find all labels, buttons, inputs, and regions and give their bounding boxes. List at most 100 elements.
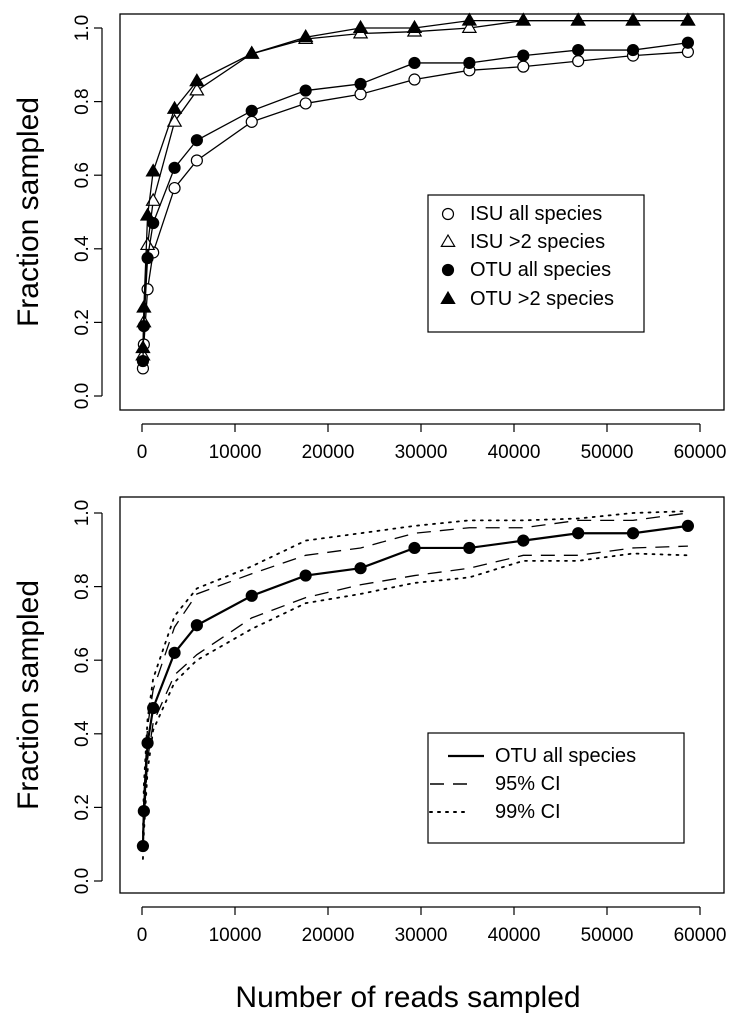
legend-label: OTU all species	[470, 259, 611, 281]
y-tick-label: 0.8	[72, 573, 93, 599]
data-point	[168, 181, 181, 195]
x-tick-label: 10000	[209, 925, 262, 946]
y-tick-label: 0.4	[72, 720, 93, 747]
data-point	[570, 12, 586, 26]
x-tick-label: 40000	[488, 925, 541, 946]
data-point	[517, 534, 530, 547]
y-tick-label: 0.4	[72, 235, 93, 262]
data-point	[297, 29, 314, 43]
legend-symbol	[440, 233, 456, 247]
data-point	[352, 19, 369, 33]
legend-label: 95% CI	[495, 773, 561, 795]
series-line	[142, 552, 689, 860]
data-point	[408, 56, 421, 70]
data-point	[136, 299, 152, 313]
x-tick-label: 20000	[302, 442, 355, 463]
data-point	[166, 100, 183, 114]
data-point	[517, 49, 530, 62]
data-point	[461, 19, 478, 33]
legend-symbol	[440, 290, 456, 304]
series-line	[142, 510, 689, 835]
data-point	[572, 43, 585, 57]
y-tick-label: 0.6	[72, 647, 93, 673]
data-point	[141, 251, 154, 265]
y-tick-label: 0.8	[72, 88, 93, 114]
x-tick-label: 60000	[674, 925, 727, 946]
data-point	[626, 43, 640, 57]
data-point	[354, 77, 367, 91]
data-point	[145, 163, 161, 177]
x-axis-label: Number of reads sampled	[235, 981, 580, 1013]
series-line	[142, 545, 688, 852]
x-tick-label: 30000	[395, 442, 448, 463]
y-tick-label: 1.0	[72, 500, 93, 526]
data-point	[461, 12, 478, 26]
data-point	[463, 56, 476, 70]
data-point	[515, 12, 531, 26]
legend-label: OTU >2 species	[470, 288, 614, 310]
legend-label: ISU all species	[470, 203, 602, 225]
data-point	[626, 527, 640, 540]
data-point	[190, 619, 203, 632]
legend-label: 99% CI	[495, 801, 561, 823]
data-point	[139, 207, 156, 221]
data-point	[136, 354, 150, 368]
y-tick-label: 0.6	[72, 162, 93, 188]
data-point	[141, 283, 154, 296]
data-point	[408, 73, 421, 86]
legend-label: OTU all species	[495, 745, 636, 767]
y-axis-label: Fraction sampled	[12, 97, 45, 327]
data-point	[245, 589, 258, 602]
data-point	[572, 55, 585, 68]
x-tick-label: 40000	[488, 442, 541, 463]
data-point	[168, 161, 181, 174]
data-point	[168, 646, 181, 659]
data-point	[299, 84, 312, 97]
x-tick-label: 60000	[674, 442, 727, 463]
data-point	[406, 19, 423, 33]
x-tick-label: 10000	[209, 442, 262, 463]
top-chart-panel: 0.0 0.2 0.4 0.6 0.8 1.0 0 10000 20000 30000 40000 5…	[12, 12, 727, 463]
data-point	[245, 115, 258, 128]
legend-box	[427, 194, 645, 333]
plot-frame	[119, 13, 725, 411]
data-point	[299, 569, 312, 582]
data-point	[572, 527, 585, 540]
data-point	[135, 339, 151, 354]
legend-symbol	[441, 207, 455, 221]
y-tick-label: 0.2	[72, 309, 93, 335]
data-point	[190, 154, 203, 167]
x-tick-label: 0	[137, 925, 148, 946]
y-tick-label: 0.0	[72, 868, 93, 894]
data-point	[625, 12, 641, 26]
x-tick-label: 50000	[581, 925, 634, 946]
data-point	[463, 541, 476, 555]
data-point	[354, 562, 367, 575]
data-point	[354, 88, 367, 101]
y-axis-label: Fraction sampled	[12, 580, 45, 810]
legend-symbol	[441, 263, 455, 277]
data-point	[244, 45, 260, 59]
data-point	[189, 73, 205, 87]
x-tick-label: 30000	[395, 925, 448, 946]
data-point	[517, 60, 530, 73]
data-point	[299, 97, 312, 110]
data-point	[139, 236, 156, 251]
data-point	[681, 519, 695, 532]
series-line	[142, 512, 688, 837]
data-point	[189, 82, 205, 96]
legend-box	[427, 732, 685, 844]
legend-label: ISU >2 species	[470, 231, 605, 253]
data-point	[408, 541, 421, 555]
data-point	[680, 12, 696, 26]
y-tick-label: 0.0	[72, 383, 93, 409]
data-point	[245, 104, 258, 117]
data-point	[681, 36, 695, 49]
plot-frame	[119, 496, 725, 894]
x-tick-label: 50000	[581, 442, 634, 463]
bottom-chart-panel: 0.0 0.2 0.4 0.6 0.8 1.0 0 10000 20000 30000 40000 5…	[12, 496, 727, 946]
y-tick-label: 1.0	[72, 15, 93, 41]
y-tick-label: 0.2	[72, 794, 93, 820]
x-tick-label: 20000	[302, 925, 355, 946]
